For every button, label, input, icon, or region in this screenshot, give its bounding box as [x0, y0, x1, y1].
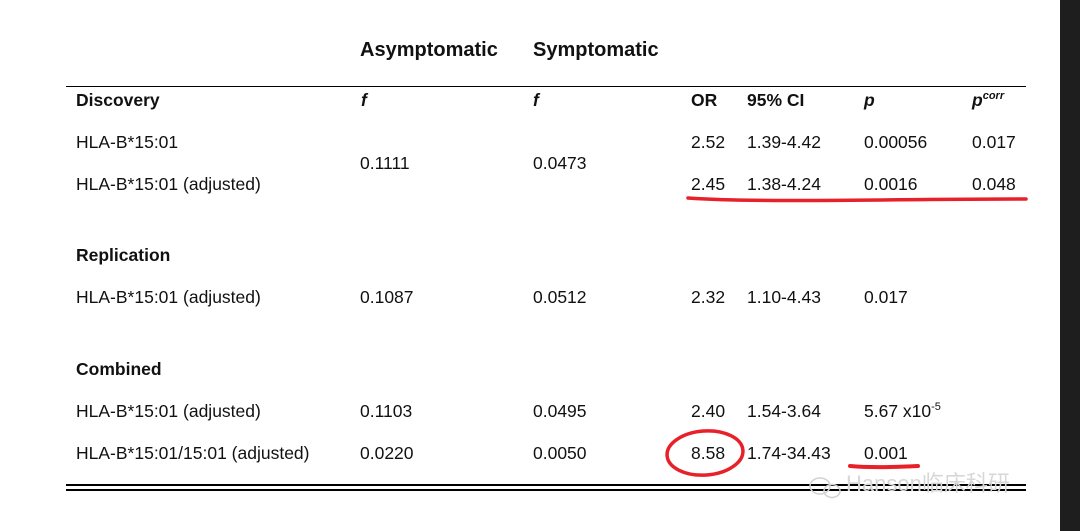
cell-pcorr: 0.017 — [972, 132, 1016, 152]
col-header-freq-asym: f — [361, 90, 367, 110]
cell-freq-asym: 0.1087 — [360, 287, 414, 307]
cell-ci: 1.74-34.43 — [747, 443, 831, 463]
underline-annotation — [848, 464, 920, 470]
col-header-p: p — [864, 90, 875, 110]
top-rule — [66, 86, 1026, 87]
row-label: HLA-B*15:01 (adjusted) — [76, 401, 261, 421]
dark-border — [1060, 0, 1080, 531]
row-label: HLA-B*15:01 (adjusted) — [76, 287, 261, 307]
col-header-freq-sym: f — [533, 90, 539, 110]
cell-or: 2.45 — [691, 174, 726, 194]
col-header-pcorr: pcorr — [972, 90, 1005, 110]
cell-or: 2.40 — [691, 401, 726, 421]
cell-ci: 1.54-3.64 — [747, 401, 821, 421]
cell-or: 2.32 — [691, 287, 726, 307]
bottom-rule-upper — [66, 484, 1026, 486]
cell-pcorr: 0.048 — [972, 174, 1016, 194]
wechat-icon — [809, 477, 841, 499]
row-label: HLA-B*15:01 — [76, 132, 179, 152]
cell-freq-asym: 0.1103 — [360, 401, 413, 421]
group-header-symptomatic: Symptomatic — [533, 39, 659, 61]
underline-annotation — [686, 196, 1028, 203]
section-title-replication: Replication — [76, 245, 171, 265]
cell-p: 5.67 x10-5 — [864, 401, 941, 421]
cell-p: 0.00056 — [864, 132, 928, 152]
group-header-asymptomatic: Asymptomatic — [360, 39, 498, 61]
cell-freq-asym: 0.0220 — [360, 443, 414, 463]
row-label: HLA-B*15:01 (adjusted) — [76, 174, 261, 194]
cell-ci: 1.38-4.24 — [747, 174, 821, 194]
cell-freq-asym: 0.1111 — [360, 153, 410, 173]
bottom-rule-lower — [66, 489, 1026, 491]
cell-freq-sym: 0.0512 — [533, 287, 587, 307]
cell-freq-sym: 0.0473 — [533, 153, 587, 173]
col-header-or: OR — [691, 90, 718, 110]
cell-freq-sym: 0.0495 — [533, 401, 587, 421]
section-title-combined: Combined — [76, 359, 162, 379]
cell-ci: 1.39-4.42 — [747, 132, 821, 152]
circle-annotation — [665, 429, 745, 477]
cell-or: 2.52 — [691, 132, 726, 152]
cell-ci: 1.10-4.43 — [747, 287, 821, 307]
cell-p: 0.001 — [864, 443, 908, 463]
cell-p: 0.017 — [864, 287, 908, 307]
cell-freq-sym: 0.0050 — [533, 443, 587, 463]
watermark-text: Hanson临床科研 — [846, 471, 1010, 496]
cell-p: 0.0016 — [864, 174, 918, 194]
col-header-ci: 95% CI — [747, 90, 805, 110]
cell-or: 8.58 — [691, 443, 726, 463]
row-label: HLA-B*15:01/15:01 (adjusted) — [76, 443, 310, 463]
section-title-discovery: Discovery — [76, 90, 160, 110]
